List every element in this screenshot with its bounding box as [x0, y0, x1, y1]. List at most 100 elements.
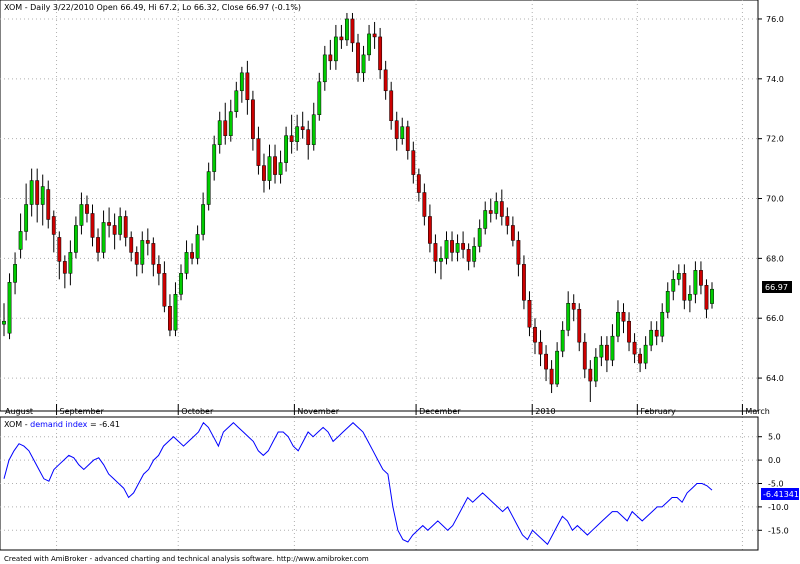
candle-body-up [13, 264, 17, 283]
candle [306, 120, 311, 160]
indicator-tick-label: 0.0 [768, 456, 781, 465]
candle [710, 282, 714, 309]
candle-body-down [522, 264, 526, 301]
candle-body-down [372, 33, 377, 38]
candle-body-down [85, 204, 89, 214]
candle-body-up [555, 350, 560, 385]
candle [68, 240, 73, 286]
candle-body-up [101, 222, 106, 253]
candle [383, 60, 388, 100]
candle-body-down [51, 216, 56, 235]
candle [510, 216, 515, 247]
candle-body-down [450, 240, 454, 253]
candle [488, 198, 493, 223]
candle [627, 312, 631, 352]
candle-body-down [704, 285, 709, 310]
indicator-tick-label: -10.0 [768, 503, 789, 512]
candle [345, 12, 349, 46]
candle [333, 24, 338, 70]
candle-body-up [616, 311, 620, 337]
candle [156, 255, 161, 286]
candle-body-up [333, 36, 338, 62]
month-label: February [640, 407, 676, 416]
price-last-box [762, 281, 792, 293]
indicator-title: XOM - demand index = -6.41 [4, 420, 120, 429]
indicator-axis: 5.0 0.0 -5.0 -10.0 -15.0 [758, 433, 789, 535]
candle [450, 231, 454, 262]
candle-body-down [262, 165, 266, 181]
candle [339, 24, 344, 49]
candle [505, 207, 510, 235]
candle-body-down [57, 237, 62, 262]
candle [85, 195, 89, 223]
candle-body-up [455, 243, 460, 253]
candle [516, 231, 521, 277]
demand-index-line [3, 421, 713, 546]
candle [527, 291, 532, 337]
indicator-last-box [761, 488, 799, 500]
candle [649, 321, 654, 352]
candle [90, 204, 95, 247]
candle-body-down [378, 36, 383, 71]
candle-body-down [416, 174, 421, 193]
candle [538, 330, 543, 367]
candle [190, 243, 194, 265]
candle-body-down [510, 225, 515, 241]
price-axis: 76.0 74.0 72.0 70.0 68.0 66.0 64.0 [758, 15, 784, 383]
candle-body-up [439, 258, 443, 262]
candle [654, 321, 659, 346]
candle-body-up [560, 329, 565, 352]
candle-body-down [356, 42, 360, 74]
candle-body-up [671, 279, 676, 292]
candle-body-up [239, 72, 244, 92]
candle [682, 264, 687, 310]
candle-body-down [35, 180, 40, 205]
candle [671, 270, 676, 301]
candle [35, 168, 40, 223]
candle-body-up [212, 144, 217, 172]
candle-body-up [483, 210, 488, 229]
candle-body-down [250, 99, 255, 139]
indicator-tick-label: -15.0 [768, 526, 789, 535]
candle [411, 141, 416, 184]
candle [107, 207, 112, 238]
candle-body-up [140, 240, 145, 265]
candle-body-down [145, 240, 150, 244]
candle-body-down [62, 261, 67, 274]
candle [101, 210, 106, 259]
candle-body-up [184, 252, 189, 274]
candle [638, 348, 643, 373]
candle-body-up [494, 201, 499, 214]
candle [555, 342, 560, 388]
candle-body-up [665, 291, 670, 313]
candle [267, 144, 272, 190]
candle-body-down [300, 126, 305, 130]
candle-body-up [278, 162, 283, 175]
candle [151, 237, 156, 277]
candle-body-down [638, 353, 643, 364]
month-label: September [60, 407, 105, 416]
candle [405, 120, 410, 160]
price-candles [2, 12, 714, 403]
candle-body-down [461, 243, 466, 250]
footer-credit: Created with AmiBroker - advanced charti… [4, 555, 369, 563]
candle-body-down [350, 18, 355, 44]
candle-body-down [394, 120, 399, 139]
candle-body-up [68, 252, 73, 274]
candle-body-up [317, 81, 322, 115]
candle [13, 252, 17, 295]
candle [201, 192, 206, 241]
candle [560, 321, 565, 358]
candle-body-down [162, 273, 167, 307]
candle [112, 213, 117, 250]
price-gridlines [0, 0, 758, 550]
candle [300, 111, 305, 139]
candle [444, 231, 449, 265]
candle [522, 255, 526, 310]
candle [439, 246, 443, 280]
candle [416, 168, 421, 202]
candle [256, 126, 261, 175]
candle [394, 111, 399, 151]
candle [577, 303, 582, 352]
